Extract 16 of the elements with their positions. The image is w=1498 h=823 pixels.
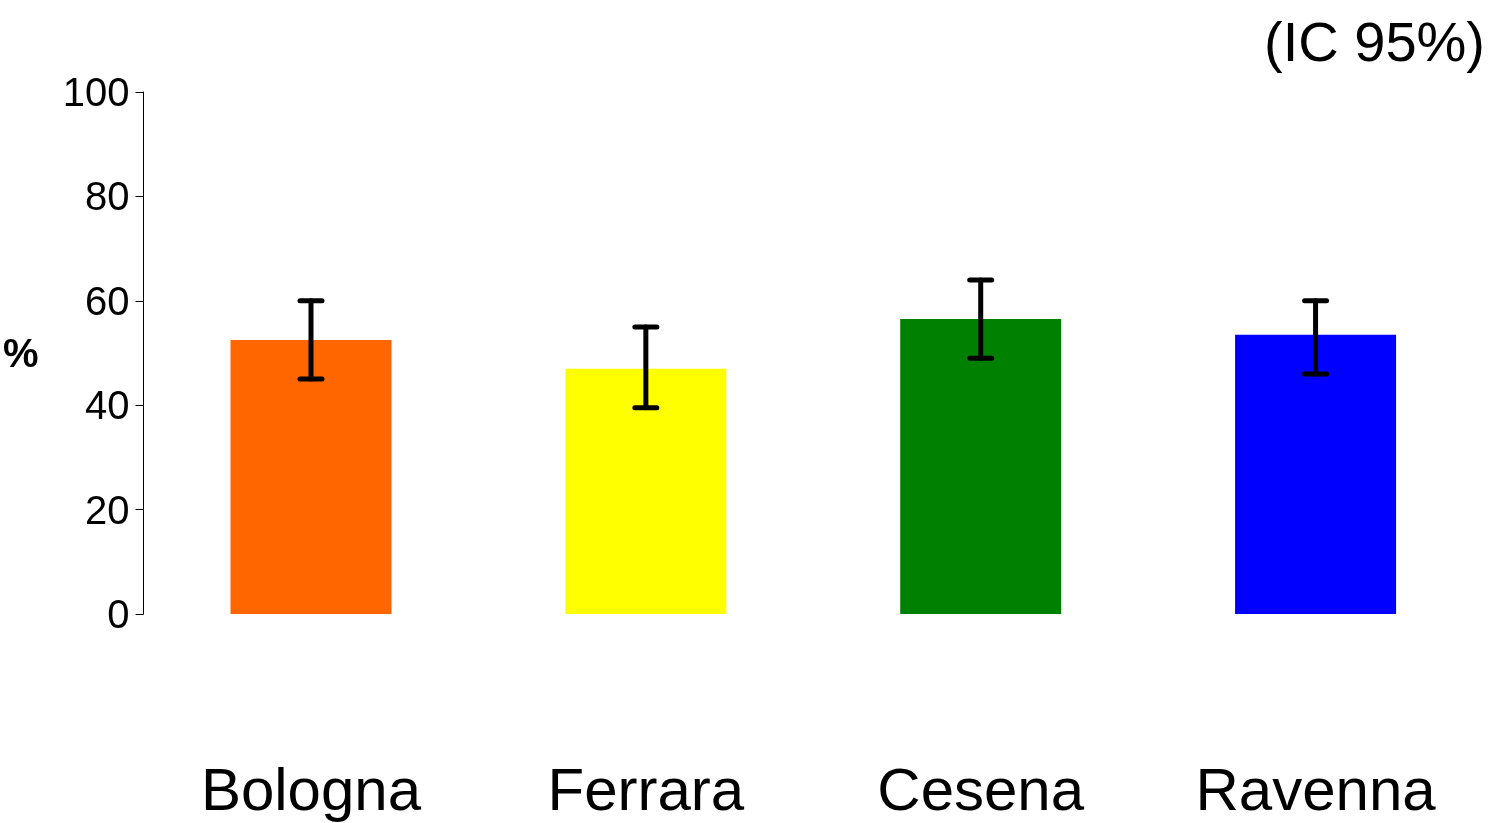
y-tick-label: 40 — [85, 383, 130, 428]
bar — [565, 368, 727, 614]
y-tick-label: 0 — [107, 592, 130, 636]
chart-title: (IC 95%) — [1264, 9, 1485, 73]
x-tick-label: Bologna — [200, 755, 422, 823]
y-axis-title: % — [2, 331, 39, 375]
x-tick-label: Cesena — [877, 755, 1085, 823]
y-tick-label: 20 — [85, 487, 130, 532]
y-tick-label: 100 — [62, 70, 130, 114]
bar — [230, 339, 392, 614]
bar — [900, 319, 1062, 614]
x-tick-label: Ravenna — [1195, 755, 1437, 823]
y-tick-label: 80 — [85, 174, 130, 219]
y-tick-label: 60 — [85, 278, 130, 323]
bar — [1235, 334, 1397, 614]
x-tick-label: Ferrara — [547, 755, 745, 823]
